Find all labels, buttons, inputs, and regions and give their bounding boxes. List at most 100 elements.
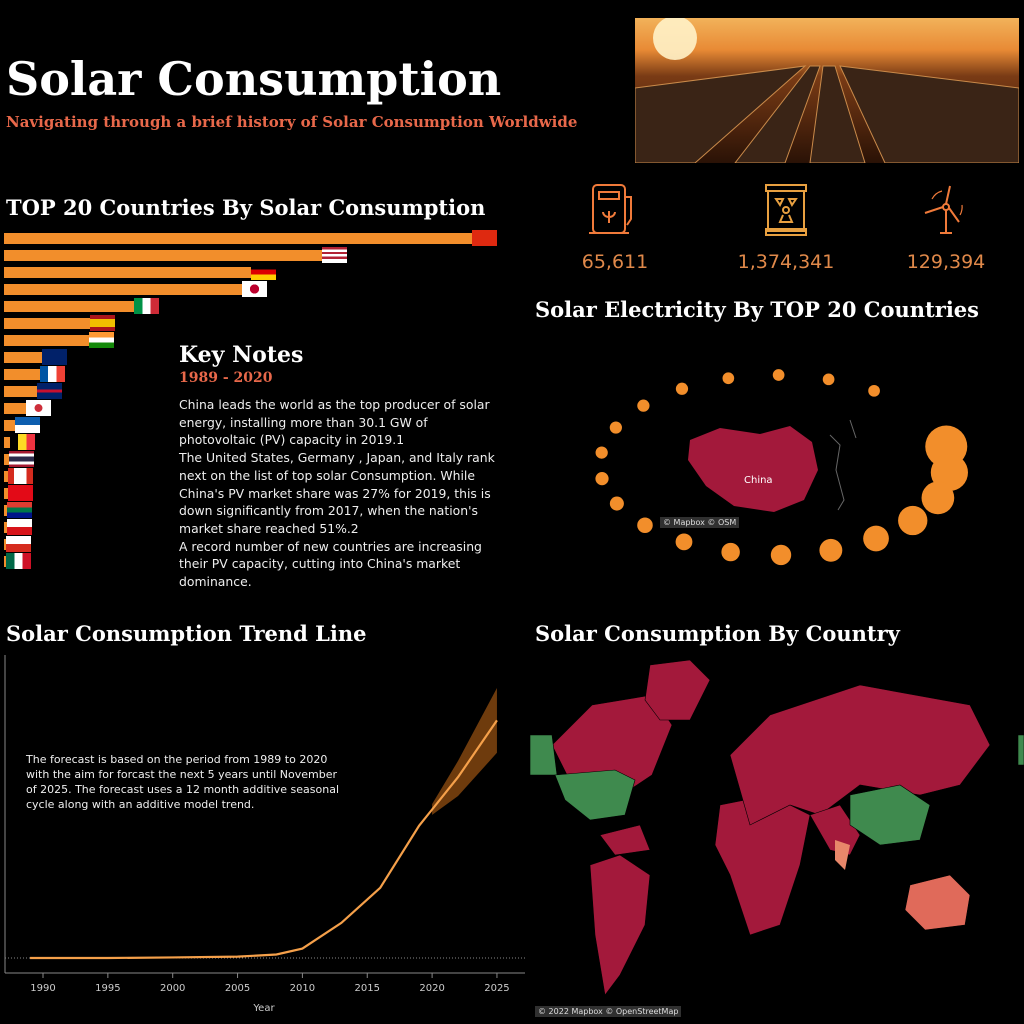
trend-line-chart: 1990 1995 2000 2005 2010 2015 2020 2025 Year [4, 655, 525, 1014]
biofuel-pump-icon [589, 184, 632, 234]
bar [4, 284, 244, 295]
bar [4, 454, 12, 465]
kpi-wind: 129,394 [876, 183, 1016, 273]
top20-title: TOP 20 Countries By Solar Consumption [6, 195, 486, 220]
solar-farm-image [635, 18, 1019, 163]
flag-icon [251, 264, 277, 280]
bubble[interactable] [819, 538, 843, 562]
bubble[interactable] [898, 505, 928, 536]
bubble[interactable] [721, 542, 740, 562]
flag-icon [39, 366, 65, 382]
bubble[interactable] [637, 517, 653, 534]
bar-row-south-korea[interactable] [4, 400, 504, 417]
bar [4, 522, 9, 533]
flag-icon [6, 536, 32, 552]
bubble[interactable] [921, 481, 955, 515]
trend-line [30, 719, 498, 960]
key-notes-years: 1989 - 2020 [179, 370, 273, 386]
kpi-value: 65,611 [581, 251, 649, 273]
bar-row-united-states[interactable] [4, 247, 504, 264]
flag-icon [5, 553, 31, 569]
bubble[interactable] [637, 399, 650, 412]
bar [4, 233, 474, 244]
bar-row-chile[interactable] [4, 536, 504, 553]
bar [4, 318, 92, 329]
flag-icon [7, 485, 33, 501]
bar-row-spain[interactable] [4, 315, 504, 332]
bar-row-france[interactable] [4, 366, 504, 383]
bubble[interactable] [863, 525, 889, 552]
bubble[interactable] [595, 472, 609, 486]
bar [4, 267, 254, 278]
x-tick-label: 2010 [290, 983, 315, 994]
page-subtitle: Navigating through a brief history of So… [6, 113, 578, 131]
bubble[interactable] [822, 373, 835, 386]
bar-row-turkey[interactable] [4, 485, 504, 502]
x-tick-label: 2005 [225, 983, 250, 994]
bar-row-italy[interactable] [4, 298, 504, 315]
bar [4, 335, 91, 346]
bubble[interactable] [595, 446, 608, 459]
bubble[interactable] [675, 382, 689, 395]
flag-icon [472, 230, 497, 246]
bar-row-czechia[interactable] [4, 519, 504, 536]
bar [4, 403, 29, 414]
x-tick-label: 1990 [30, 983, 55, 994]
flag-icon [88, 332, 114, 348]
flag-icon [133, 298, 159, 314]
bar-row-australia[interactable] [4, 349, 504, 366]
bar-row-mexico[interactable] [4, 553, 504, 570]
page-title: Solar Consumption [6, 52, 502, 106]
flag-icon [15, 417, 41, 433]
bubble[interactable] [770, 544, 792, 566]
bar-row-india[interactable] [4, 332, 504, 349]
bubble[interactable] [772, 369, 785, 381]
bubble[interactable] [722, 372, 735, 385]
bubble[interactable] [675, 533, 693, 551]
x-tick-label: 2000 [160, 983, 185, 994]
bubble[interactable] [609, 421, 622, 434]
nuclear-barrel-icon [765, 184, 807, 236]
bar [4, 250, 324, 261]
bubble[interactable] [609, 496, 624, 511]
flag-icon [89, 315, 115, 331]
bar-row-canada[interactable] [4, 468, 504, 485]
map-attribution: © Mapbox © OSM [660, 517, 740, 528]
world-title: Solar Consumption By Country [535, 621, 900, 646]
key-notes: Key Notes 1989 - 2020 China leads the wo… [179, 342, 499, 591]
bar-row-belgium[interactable] [4, 434, 504, 451]
bar [4, 505, 10, 516]
bar-row-china[interactable] [4, 230, 504, 247]
flag-icon [7, 502, 33, 518]
flag-icon [26, 400, 52, 416]
bar [4, 437, 12, 448]
x-tick-label: 2015 [355, 983, 380, 994]
electricity-title: Solar Electricity By TOP 20 Countries [535, 297, 979, 322]
x-tick-label: 2020 [419, 983, 444, 994]
bar-row-thailand[interactable] [4, 451, 504, 468]
flag-icon [6, 519, 32, 535]
key-notes-text: China leads the world as the top produce… [179, 397, 495, 590]
kpi-value: 129,394 [906, 251, 986, 273]
bar [4, 352, 45, 363]
flag-icon [42, 349, 68, 365]
flag-icon [9, 434, 35, 450]
wind-turbine-icon [924, 185, 963, 234]
bar [4, 420, 18, 431]
kpi-value: 1,374,341 [737, 251, 835, 273]
bar-row-germany[interactable] [4, 264, 504, 281]
bubble[interactable] [868, 384, 880, 397]
trend-title: Solar Consumption Trend Line [6, 621, 367, 646]
world-choropleth-map[interactable] [530, 655, 1024, 1020]
bar-row-united-kingdom[interactable] [4, 383, 504, 400]
world-map-attribution: © 2022 Mapbox © OpenStreetMap [535, 1006, 682, 1017]
electricity-bubble-map: China [595, 369, 968, 566]
flag-icon [321, 247, 347, 263]
bar-row-greece[interactable] [4, 417, 504, 434]
kpi-biofuel: 65,611 [545, 183, 685, 273]
flag-icon [37, 383, 63, 399]
china-region[interactable] [688, 426, 818, 512]
bar [4, 369, 42, 380]
bar-row-south-africa[interactable] [4, 502, 504, 519]
bar-row-japan[interactable] [4, 281, 504, 298]
